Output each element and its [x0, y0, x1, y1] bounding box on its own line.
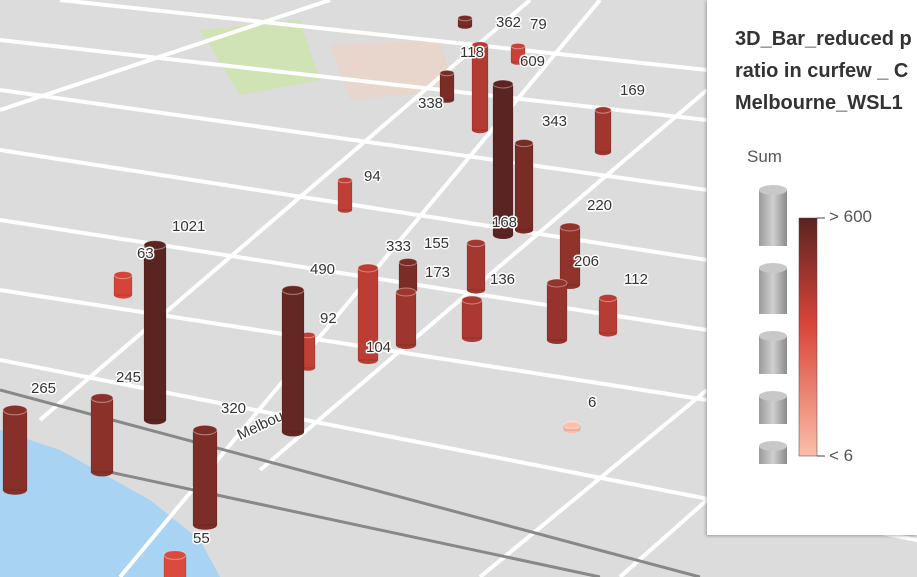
- bar-top: [113, 270, 133, 280]
- bar: [143, 244, 167, 421]
- bar: [546, 282, 568, 341]
- legend-panel: 3D_Bar_reduced p ratio in curfew _ C Mel…: [707, 0, 917, 535]
- bar-top: [559, 222, 581, 232]
- bar-label: 338: [418, 95, 443, 112]
- bar: [2, 409, 28, 491]
- bar-top: [563, 421, 581, 429]
- bar: [192, 429, 218, 526]
- bar-label: 79: [530, 16, 547, 33]
- bar-label: 136: [490, 271, 515, 288]
- bar-top: [466, 238, 486, 248]
- bar-label: 490: [310, 261, 335, 278]
- bar-top: [492, 79, 514, 89]
- bar-label: 245: [116, 369, 141, 386]
- bar-top: [510, 42, 526, 50]
- river: [0, 430, 220, 577]
- legend-title: Melbourne_WSL1: [735, 92, 903, 114]
- bar: [337, 179, 353, 211]
- bar-top: [2, 404, 28, 416]
- bar-top: [594, 106, 612, 114]
- legend-title: ratio in curfew _ C: [735, 60, 909, 82]
- bar-label: 220: [587, 197, 612, 214]
- legend-max: > 600: [829, 207, 873, 226]
- bar-label: 1021: [172, 218, 205, 235]
- bar-label: 362: [496, 14, 521, 31]
- bar-top: [395, 287, 417, 297]
- legend-symbols: [759, 185, 825, 464]
- bar-label: 155: [424, 235, 449, 252]
- bar: [281, 289, 305, 433]
- legend-field: Sum: [747, 147, 782, 166]
- bar-top: [163, 550, 187, 560]
- bar: [398, 261, 418, 291]
- bar-label: 118: [460, 44, 484, 61]
- land-area: [330, 40, 455, 100]
- bar-label: 92: [320, 310, 337, 327]
- bar-top: [514, 138, 534, 148]
- bar: [514, 142, 534, 231]
- bar-label: 168: [492, 214, 517, 231]
- bar-top: [281, 285, 305, 295]
- bar-label: 333: [386, 238, 411, 255]
- bar-top: [457, 14, 473, 22]
- bar: [492, 83, 514, 236]
- legend-title: 3D_Bar_reduced p: [735, 28, 912, 50]
- bar-label: 343: [542, 113, 567, 130]
- bar-label: 609: [520, 53, 545, 70]
- bar-top: [546, 278, 568, 288]
- park: [200, 20, 320, 95]
- bar-label: 169: [620, 82, 645, 99]
- bar: [461, 299, 483, 339]
- bar-top: [337, 176, 353, 184]
- size-symbols: [759, 185, 787, 464]
- color-ramp: [798, 217, 818, 457]
- bar: [598, 297, 618, 334]
- bar-label: 104: [366, 339, 391, 356]
- bar: [90, 397, 114, 473]
- bar-label: 94: [364, 168, 381, 185]
- bar-top: [461, 295, 483, 305]
- bar-top: [471, 41, 489, 49]
- bar-top: [439, 69, 455, 77]
- bar-label: 265: [31, 380, 56, 397]
- bar-label: 320: [221, 400, 246, 417]
- bar-label: 6: [588, 394, 596, 411]
- legend-min: < 6: [829, 446, 854, 465]
- bar: [466, 242, 486, 291]
- bar: [395, 291, 417, 346]
- bar-label: 173: [425, 264, 450, 281]
- bar-top: [143, 240, 167, 250]
- bar-label: 55: [193, 530, 210, 547]
- bar-top: [192, 424, 218, 436]
- bar-top: [357, 263, 379, 273]
- bar-top: [598, 293, 618, 303]
- bar-label: 206: [574, 253, 599, 270]
- bar-label: 63: [137, 245, 154, 262]
- bar-label: 112: [624, 271, 648, 288]
- bar: [594, 109, 612, 153]
- bar-top: [90, 393, 114, 403]
- bar-top: [398, 257, 418, 267]
